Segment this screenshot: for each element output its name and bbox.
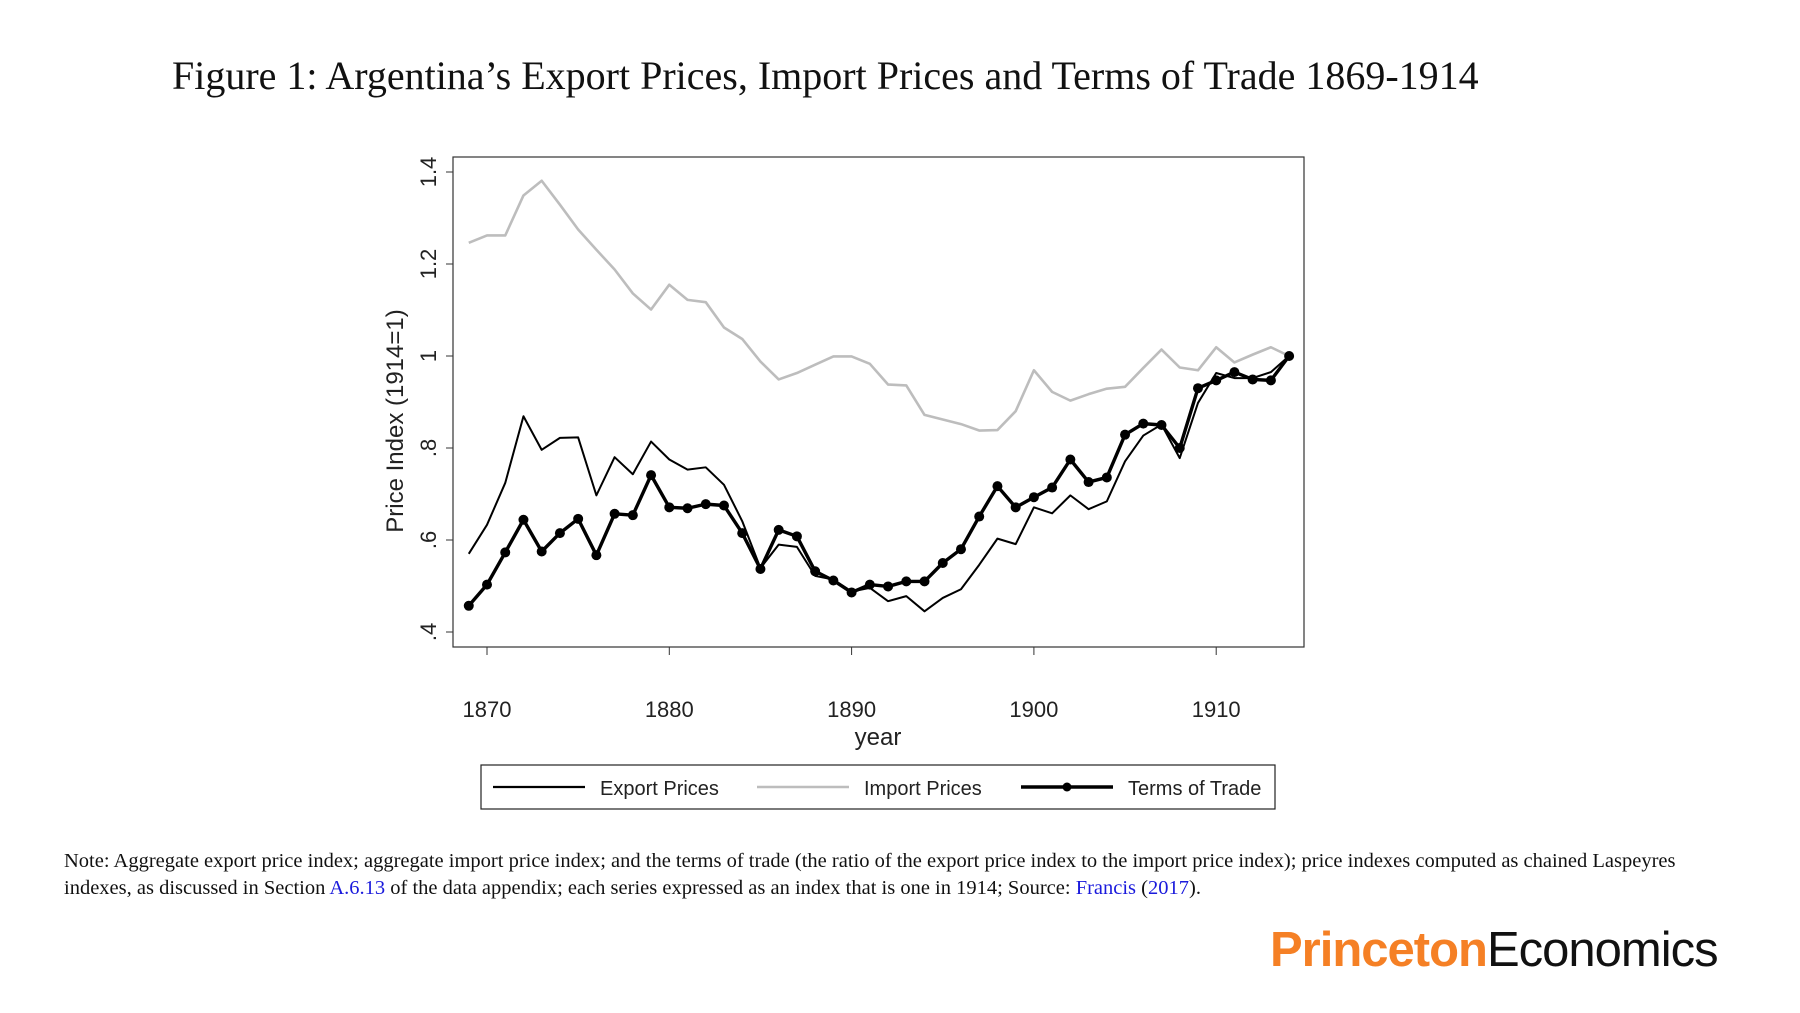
tot-point bbox=[700, 499, 711, 510]
tot-point bbox=[810, 566, 821, 577]
tot-point bbox=[864, 579, 875, 590]
year-link[interactable]: 2017 bbox=[1148, 877, 1189, 899]
x-tick-label: 1870 bbox=[463, 697, 512, 722]
tot-point bbox=[791, 531, 802, 542]
tot-point bbox=[883, 581, 894, 592]
tot-point bbox=[992, 481, 1003, 492]
tot-point bbox=[1101, 472, 1112, 483]
note-suffix: ). bbox=[1189, 877, 1201, 899]
tot-point bbox=[955, 544, 966, 555]
logo-princeton: Princeton bbox=[1270, 923, 1488, 977]
tot-point bbox=[919, 576, 930, 587]
note-paren: ( bbox=[1136, 877, 1148, 899]
y-tick-label: .4 bbox=[416, 623, 441, 641]
tot-point bbox=[1028, 492, 1039, 503]
series-group bbox=[463, 179, 1295, 613]
figure-title: Figure 1: Argentina’s Export Prices, Imp… bbox=[172, 53, 1479, 98]
tot-point bbox=[937, 558, 948, 568]
legend: Export Prices Import Prices Terms of Tra… bbox=[480, 764, 1276, 810]
note-text-middle: of the data appendix; each series expres… bbox=[385, 877, 1076, 899]
x-tick-label: 1910 bbox=[1192, 697, 1241, 722]
legend-label-export: Export Prices bbox=[600, 778, 719, 800]
tot-point bbox=[500, 547, 511, 558]
series-line-import-prices bbox=[468, 179, 1290, 432]
tot-point bbox=[1065, 454, 1076, 465]
x-tick-label: 1900 bbox=[1009, 697, 1058, 722]
tot-point bbox=[1284, 351, 1295, 361]
legend-marker-tot bbox=[1062, 782, 1072, 792]
tot-point bbox=[1120, 429, 1131, 440]
tot-point bbox=[573, 513, 584, 524]
tot-point bbox=[1192, 383, 1203, 394]
y-tick-label: .8 bbox=[416, 439, 441, 457]
tot-point bbox=[1047, 482, 1058, 493]
x-tick-label: 1880 bbox=[645, 697, 694, 722]
tot-point bbox=[755, 563, 766, 574]
tot-point bbox=[1156, 420, 1167, 430]
x-axis-label: year bbox=[855, 724, 902, 751]
tot-point bbox=[1247, 374, 1258, 385]
tot-point bbox=[974, 511, 985, 522]
tot-point bbox=[682, 503, 693, 514]
y-tick-label: .6 bbox=[416, 531, 441, 549]
tot-point bbox=[482, 579, 492, 590]
y-axis: .4 .6 .8 1 1.2 1.4 bbox=[416, 157, 453, 641]
section-link[interactable]: A.6.13 bbox=[329, 877, 386, 899]
x-axis: 1870 1880 1890 1900 1910 bbox=[463, 647, 1241, 722]
y-tick-label: 1 bbox=[416, 350, 441, 362]
line-chart: .4 .6 .8 1 1.2 1.4 1870 1880 1890 1900 1910 Price… bbox=[382, 156, 1305, 810]
tot-point bbox=[1211, 375, 1222, 386]
y-tick-label: 1.4 bbox=[416, 157, 441, 188]
tot-point bbox=[518, 514, 529, 525]
tot-point bbox=[718, 500, 729, 511]
legend-label-import: Import Prices bbox=[864, 778, 982, 800]
tot-point bbox=[773, 524, 784, 535]
y-axis-label: Price Index (1914=1) bbox=[382, 309, 409, 532]
tot-point bbox=[1138, 418, 1149, 429]
tot-point bbox=[1083, 477, 1094, 488]
logo-economics: Economics bbox=[1486, 923, 1719, 977]
princeton-economics-logo: PrincetonEconomics bbox=[1270, 922, 1719, 978]
tot-point bbox=[609, 508, 620, 519]
note-text: Note: Aggregate export price index; aggr… bbox=[64, 850, 1676, 899]
tot-point bbox=[463, 600, 474, 611]
tot-point bbox=[1265, 375, 1276, 386]
legend-box bbox=[480, 764, 1276, 810]
tot-point bbox=[846, 587, 857, 598]
tot-point bbox=[1174, 443, 1185, 453]
x-tick-label: 1890 bbox=[827, 697, 876, 722]
figure-note: Note: Aggregate export price index; aggr… bbox=[64, 848, 1704, 902]
tot-point bbox=[627, 510, 638, 521]
tot-point bbox=[536, 546, 547, 557]
legend-label-tot: Terms of Trade bbox=[1128, 778, 1261, 800]
tot-point bbox=[737, 528, 748, 539]
tot-point bbox=[591, 550, 602, 561]
tot-point bbox=[554, 528, 565, 539]
series-line-terms-of-trade bbox=[467, 354, 1291, 607]
tot-point bbox=[646, 470, 657, 481]
tot-point bbox=[664, 502, 675, 513]
author-link[interactable]: Francis bbox=[1075, 877, 1137, 899]
tot-point bbox=[828, 575, 839, 586]
y-tick-label: 1.2 bbox=[416, 249, 441, 280]
plot-frame bbox=[452, 156, 1305, 648]
tot-point bbox=[1229, 367, 1240, 378]
tot-point bbox=[1010, 502, 1021, 513]
tot-point bbox=[901, 576, 912, 587]
series-line-export-prices bbox=[467, 355, 1290, 613]
